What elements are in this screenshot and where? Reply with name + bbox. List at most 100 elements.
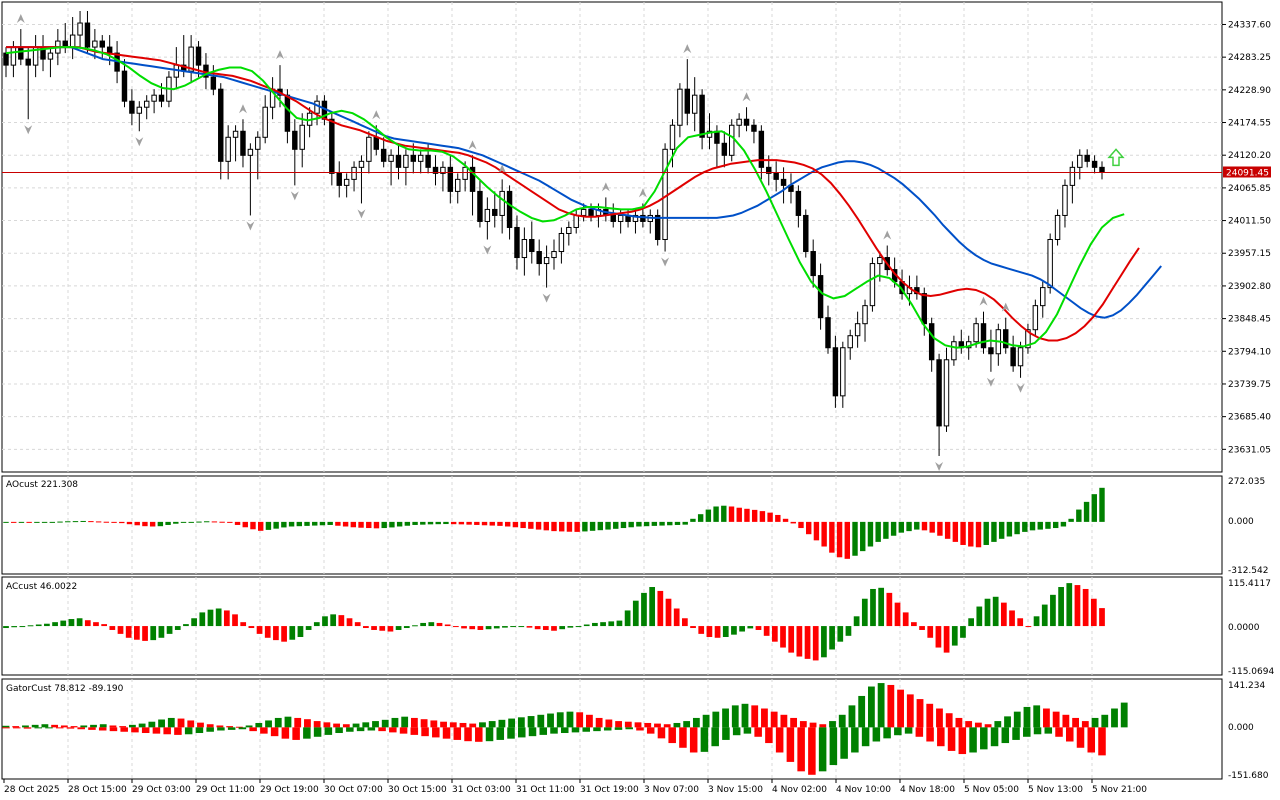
bull-candle xyxy=(847,335,853,349)
ao-bar xyxy=(234,521,241,525)
gator-upper-bar xyxy=(965,721,973,728)
gator-lower-bar xyxy=(421,727,429,737)
ao-bar xyxy=(304,521,310,526)
ao-bar xyxy=(690,518,696,522)
gator-lower-bar xyxy=(399,727,408,734)
gator-lower-bar xyxy=(722,727,730,740)
bull-candle xyxy=(558,232,565,253)
bull-candle xyxy=(343,178,350,186)
gator-upper-bar xyxy=(99,724,107,728)
ac-bar xyxy=(968,618,974,627)
gator-lower-bar xyxy=(131,727,139,733)
gator-lower-bar xyxy=(249,727,257,732)
bear-candle xyxy=(773,172,779,180)
ao-bar xyxy=(636,521,642,527)
gator-upper-bar xyxy=(41,724,49,728)
x-tick-label: 29 Oct 19:00 xyxy=(260,785,319,795)
ao-bar xyxy=(674,521,681,525)
ac-bar xyxy=(812,626,819,661)
ac-bar xyxy=(125,626,132,638)
gator-upper-bar xyxy=(537,714,545,728)
ac-bar xyxy=(714,626,721,638)
ao-bar xyxy=(1052,521,1059,529)
x-tick-label: 28 Oct 2025 xyxy=(4,785,60,795)
ac-bar xyxy=(1009,610,1015,627)
gator-lower-bar xyxy=(550,727,558,734)
ao-bar xyxy=(180,521,187,523)
gator-upper-bar xyxy=(974,722,982,728)
ac-bar xyxy=(134,626,140,640)
bear-candle xyxy=(810,251,816,277)
bull-candle xyxy=(366,136,372,162)
gator-upper-bar xyxy=(1081,721,1089,728)
ao-bar xyxy=(242,521,248,528)
gator-lower-bar xyxy=(797,727,805,772)
bull-candle xyxy=(484,208,491,222)
gator-upper-bar xyxy=(304,719,311,728)
ac-bar xyxy=(763,626,770,636)
ao-bar xyxy=(844,521,850,559)
gator-lower-bar xyxy=(904,727,913,734)
ac-bar xyxy=(1090,598,1097,627)
ao-bar xyxy=(960,521,966,545)
ac-bar xyxy=(142,626,148,641)
ao-bar xyxy=(898,521,905,533)
ac-bar xyxy=(1074,585,1081,627)
ac-bar xyxy=(861,598,868,627)
bull-candle xyxy=(669,124,676,150)
ac-bar xyxy=(215,608,222,627)
gator-upper-bar xyxy=(333,723,341,728)
ac-bar xyxy=(158,626,165,638)
gator-lower-bar xyxy=(356,727,365,732)
green-up-arrow-shape xyxy=(1107,148,1125,167)
bear-candle xyxy=(3,52,9,66)
gator-lower-bar xyxy=(775,727,784,753)
bear-candle xyxy=(588,208,594,216)
ao-bar xyxy=(875,521,881,542)
ao-bar xyxy=(991,521,997,542)
gator-lower-bar xyxy=(389,727,397,733)
main-y-axis: 24337.60 24283.25 24228.90 24174.55 24120.20… xyxy=(1222,20,1271,455)
bull-candle xyxy=(440,166,446,174)
gator-upper-bar xyxy=(488,721,496,728)
ac-bar xyxy=(747,626,754,629)
gator-lower-bar xyxy=(990,727,999,747)
ac-bar xyxy=(363,626,369,629)
gator-upper-bar xyxy=(401,716,409,728)
ac-bar xyxy=(84,620,91,627)
ao-bar xyxy=(288,521,295,527)
ac-bar xyxy=(444,624,451,627)
ao-bar xyxy=(41,521,48,523)
ao-bar xyxy=(929,521,935,533)
bear-candle xyxy=(825,317,831,349)
bull-candle xyxy=(1054,214,1061,241)
ao-bar xyxy=(18,521,25,523)
gator-lower-bar xyxy=(66,727,75,729)
ao-bar xyxy=(489,521,495,526)
gator-lower-bar xyxy=(1066,727,1074,742)
gator-lower-bar xyxy=(378,727,386,732)
bull-candle xyxy=(77,22,83,36)
ao-bar xyxy=(728,506,735,522)
gator-lower-bar xyxy=(829,727,838,766)
gator-upper-bar xyxy=(430,720,438,728)
bull-candle xyxy=(417,154,424,162)
ac-pane[interactable]: ACcust 46.0022 115.4117 0.0000 -115.0694 xyxy=(1,576,1274,677)
gator-lower-bar xyxy=(625,727,633,730)
main-price-pane[interactable]: 24337.60 24283.25 24228.90 24174.55 24120.20… xyxy=(1,1,1271,473)
ao-bar xyxy=(1029,521,1036,531)
bear-candle xyxy=(751,124,757,132)
ao-bar xyxy=(975,521,982,548)
ao-histogram xyxy=(3,487,1105,559)
gator-pane[interactable]: GatorCust 78.812 -89.190 141.234 0.000 -… xyxy=(1,678,1269,781)
ac-bar xyxy=(534,626,541,630)
ao-bar xyxy=(659,521,665,526)
ao-pane[interactable]: AOcust 221.308 272.035 0.000 -312.542 xyxy=(1,475,1268,576)
ao-bar xyxy=(227,521,233,523)
gator-lower-bar xyxy=(206,727,214,732)
ao-bar xyxy=(88,521,94,523)
ac-ytick-zero: 0.0000 xyxy=(1228,623,1260,633)
gator-lower-bar xyxy=(109,727,118,732)
ac-bar xyxy=(346,618,353,627)
